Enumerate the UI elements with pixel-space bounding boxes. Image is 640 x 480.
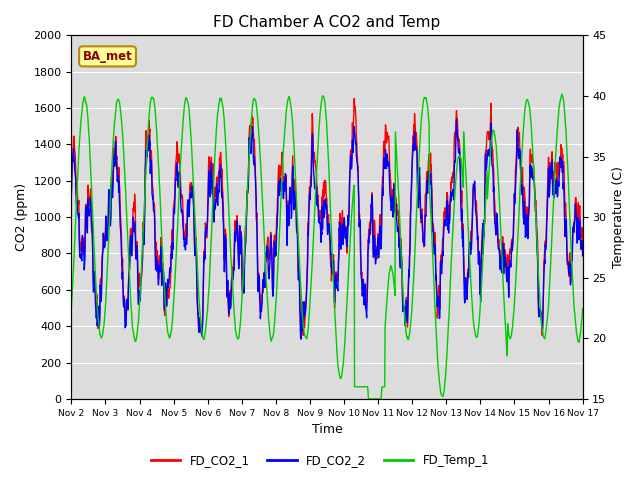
FD_CO2_2 (239, 283, 246, 289)
Title: FD Chamber A CO2 and Temp: FD Chamber A CO2 and Temp (213, 15, 440, 30)
FD_CO2_1 (474, 227, 481, 233)
FD_CO2_2 (519, 183, 527, 189)
FD_Temp_1 (169, 315, 177, 321)
Y-axis label: CO2 (ppm): CO2 (ppm) (15, 183, 28, 251)
FD_Temp_1 (558, 91, 566, 97)
Line: FD_CO2_1: FD_CO2_1 (72, 98, 582, 336)
FD_Temp_1 (518, 146, 526, 152)
FD_CO2_2 (452, 117, 460, 122)
FD_CO2_1 (68, 187, 76, 193)
FD_CO2_2 (68, 192, 76, 198)
FD_Temp_1 (365, 396, 372, 402)
FD_Temp_1 (473, 334, 481, 340)
FD_Temp_1 (406, 324, 414, 330)
FD_Temp_1 (239, 291, 246, 297)
FD_CO2_2 (474, 237, 481, 243)
FD_CO2_1 (407, 207, 415, 213)
FD_CO2_2 (181, 240, 189, 245)
Y-axis label: Temperature (C): Temperature (C) (612, 166, 625, 268)
FD_CO2_1 (239, 288, 246, 294)
FD_CO2_1 (169, 228, 177, 234)
FD_CO2_1 (181, 233, 189, 239)
FD_Temp_1 (181, 98, 189, 104)
Line: FD_CO2_2: FD_CO2_2 (72, 120, 582, 339)
Legend: FD_CO2_1, FD_CO2_2, FD_Temp_1: FD_CO2_1, FD_CO2_2, FD_Temp_1 (146, 449, 494, 472)
FD_CO2_2 (406, 228, 414, 233)
FD_CO2_2 (169, 241, 177, 247)
FD_CO2_1 (579, 239, 586, 245)
FD_Temp_1 (579, 306, 586, 312)
FD_CO2_2 (297, 336, 305, 342)
FD_CO2_1 (298, 333, 305, 338)
FD_CO2_2 (579, 253, 586, 259)
FD_CO2_1 (350, 96, 358, 101)
Text: BA_met: BA_met (83, 50, 132, 63)
Line: FD_Temp_1: FD_Temp_1 (72, 94, 582, 399)
FD_Temp_1 (68, 304, 76, 310)
X-axis label: Time: Time (312, 423, 342, 436)
FD_CO2_1 (519, 165, 527, 170)
